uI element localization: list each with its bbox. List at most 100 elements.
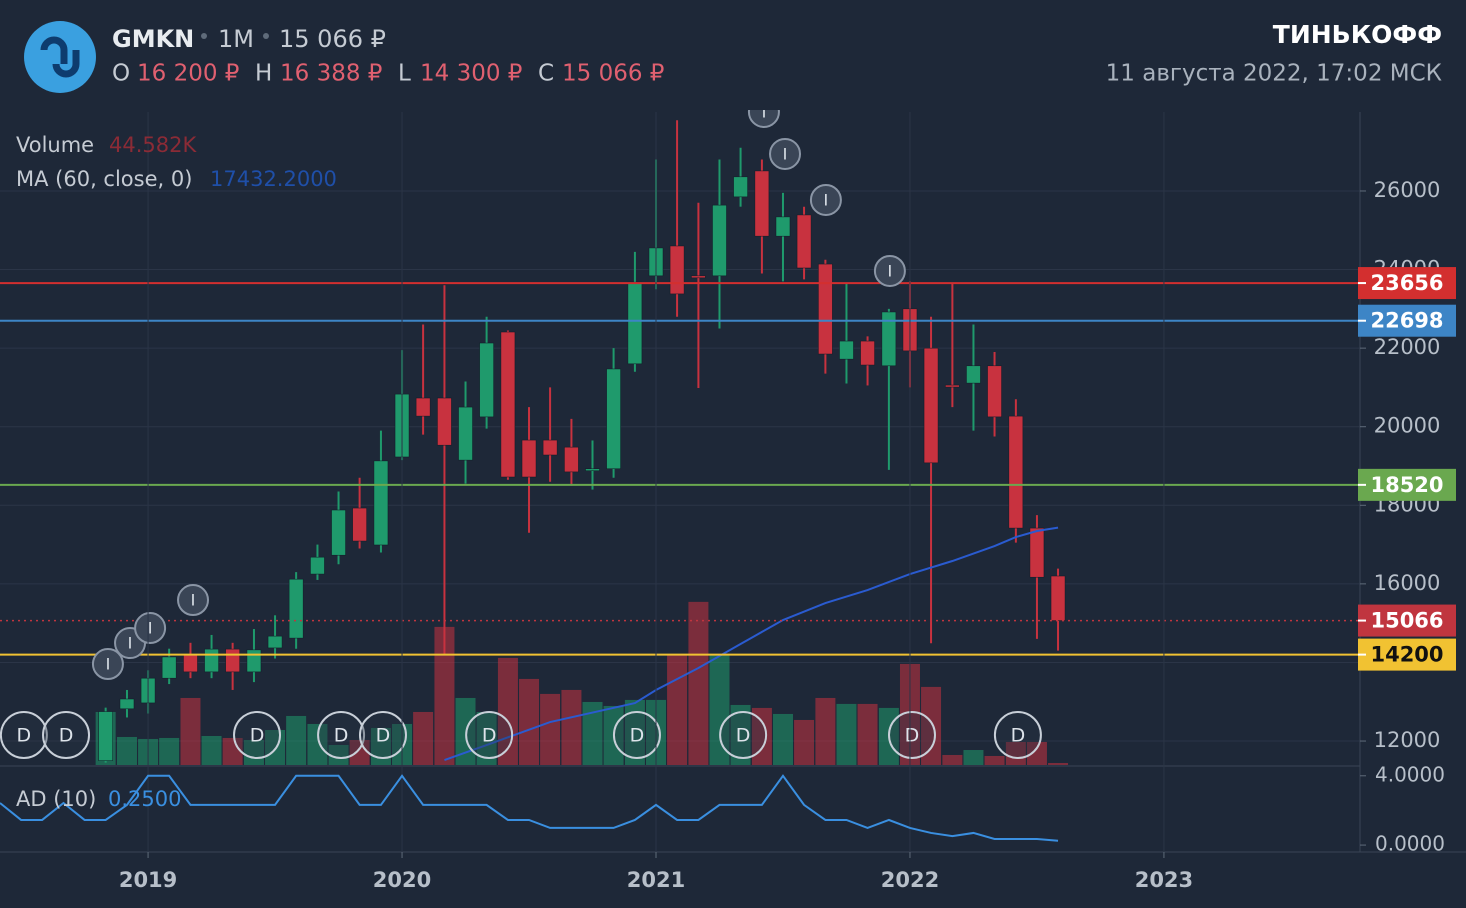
volume-bar bbox=[1026, 741, 1047, 765]
idea-marker bbox=[91, 648, 124, 681]
dividend-marker bbox=[993, 711, 1042, 759]
candle-body bbox=[352, 507, 367, 542]
dividend-label: D bbox=[376, 725, 391, 747]
idea-label: I bbox=[762, 102, 767, 121]
candle-body bbox=[606, 368, 621, 470]
volume-bar bbox=[836, 703, 857, 765]
dividend-label: D bbox=[334, 725, 349, 747]
ohlc-key: H bbox=[255, 61, 272, 87]
candle-body bbox=[585, 468, 600, 472]
x-tick-label: 2020 bbox=[373, 868, 431, 892]
level-label: 14200 bbox=[1370, 643, 1443, 667]
volume-bar bbox=[942, 754, 963, 765]
separator bbox=[201, 33, 207, 39]
y-tick-label: 4.0000 bbox=[1375, 762, 1445, 786]
idea-label: I bbox=[106, 655, 111, 674]
candle-body bbox=[500, 331, 516, 478]
x-tick-label: 2022 bbox=[881, 868, 939, 892]
level-label: 23656 bbox=[1370, 271, 1443, 295]
y-tick-label: 22000 bbox=[1374, 335, 1441, 359]
volume-bar bbox=[519, 678, 540, 765]
volume-bar bbox=[561, 689, 582, 765]
volume-bar bbox=[286, 715, 307, 765]
dividend-marker bbox=[358, 711, 407, 759]
interval: 1M bbox=[218, 25, 254, 53]
candle-body bbox=[669, 245, 685, 295]
legend-value: 0.2500 bbox=[108, 787, 181, 811]
volume-bar bbox=[159, 737, 180, 765]
idea-label: I bbox=[148, 619, 153, 638]
level-label: 18520 bbox=[1370, 473, 1443, 497]
idea-label: I bbox=[128, 634, 133, 653]
candle-body bbox=[267, 635, 283, 649]
volume-bar bbox=[963, 750, 984, 765]
dividend-label: D bbox=[630, 725, 645, 747]
candle-body bbox=[860, 340, 875, 366]
x-tick-label: 2021 bbox=[627, 868, 685, 892]
volume-bar bbox=[921, 686, 942, 765]
dividend-marker bbox=[465, 711, 514, 759]
idea-marker bbox=[809, 183, 842, 216]
dividend-label: D bbox=[250, 725, 265, 747]
y-tick-label: 0.0000 bbox=[1375, 832, 1445, 856]
dividend-marker bbox=[0, 711, 48, 759]
volume-bar bbox=[857, 703, 878, 765]
candle-body bbox=[373, 460, 389, 546]
ohlc-value: 15 066 ₽ bbox=[562, 61, 664, 87]
candle-body bbox=[796, 214, 812, 269]
candle-body bbox=[98, 711, 113, 761]
volume-bar bbox=[751, 707, 772, 765]
volume-bar bbox=[328, 744, 349, 765]
dividend-marker bbox=[233, 711, 282, 759]
volume-bar bbox=[201, 735, 222, 765]
volume-bar bbox=[582, 701, 603, 765]
volume-bar bbox=[688, 601, 709, 765]
candle-body bbox=[204, 648, 219, 673]
legend-name: Volume bbox=[16, 133, 94, 157]
symbol: GMKN bbox=[112, 25, 194, 53]
level-label: 22698 bbox=[1370, 309, 1443, 333]
candle-body bbox=[923, 347, 939, 464]
candle-body bbox=[415, 397, 431, 417]
candle-body bbox=[310, 556, 325, 575]
volume-bar bbox=[476, 711, 497, 765]
volume-bar bbox=[772, 713, 793, 765]
volume-bar bbox=[540, 693, 561, 765]
logo bbox=[24, 21, 96, 93]
level-label-box bbox=[1358, 604, 1456, 637]
idea-label: I bbox=[783, 144, 788, 163]
ma-line bbox=[444, 526, 1059, 761]
idea-marker bbox=[873, 254, 906, 287]
ad-line bbox=[0, 774, 1059, 842]
volume-bar bbox=[116, 736, 137, 765]
dividend-marker bbox=[719, 711, 768, 759]
y-tick-label: 16000 bbox=[1374, 571, 1441, 595]
ohlc-key: C bbox=[538, 61, 554, 87]
candle-body bbox=[733, 176, 748, 198]
volume-bar bbox=[815, 697, 836, 765]
candle-body bbox=[225, 648, 240, 673]
candle-body bbox=[288, 578, 304, 639]
idea-marker bbox=[134, 612, 167, 645]
candle-body bbox=[987, 365, 1002, 418]
ohlc-key: O bbox=[112, 61, 130, 87]
volume-bar bbox=[667, 653, 688, 765]
candle-body bbox=[119, 698, 135, 710]
ohlc-value: 14 300 ₽ bbox=[420, 61, 522, 87]
candle-body bbox=[945, 384, 960, 388]
candle-body bbox=[1029, 527, 1045, 578]
idea-label: I bbox=[191, 591, 196, 610]
volume-bar bbox=[1048, 762, 1069, 765]
idea-marker bbox=[747, 110, 780, 128]
candle-body bbox=[839, 340, 854, 360]
volume-bar bbox=[413, 711, 434, 765]
dividend-label: D bbox=[736, 725, 751, 747]
candle-body bbox=[437, 397, 452, 446]
idea-marker bbox=[177, 584, 210, 617]
candle-body bbox=[966, 365, 981, 384]
dividend-label: D bbox=[482, 725, 497, 747]
level-label-box bbox=[1358, 468, 1456, 501]
